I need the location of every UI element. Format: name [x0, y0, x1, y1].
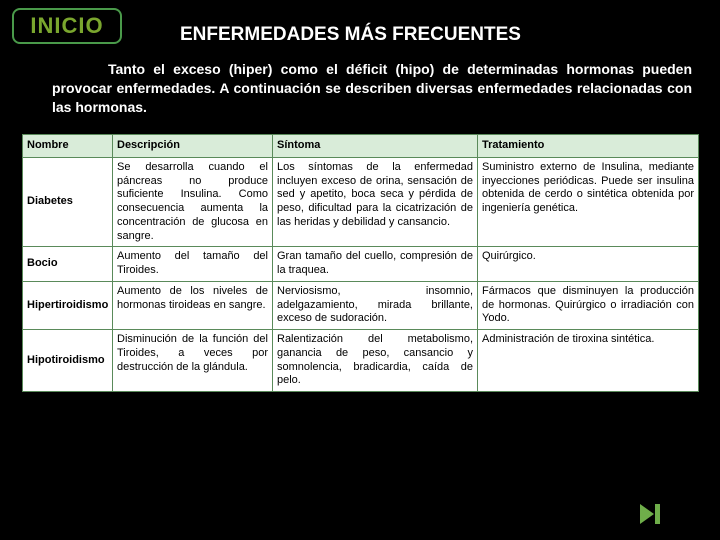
table-row: Hipotiroidismo Disminución de la función… [23, 330, 699, 392]
cell-sintoma: Ralentización del metabolismo, ganancia … [273, 330, 478, 392]
intro-text: Tanto el exceso (hiper) como el déficit … [52, 60, 692, 117]
cell-descripcion: Aumento del tamaño del Tiroides. [113, 247, 273, 282]
col-tratamiento: Tratamiento [478, 135, 699, 158]
page-title: ENFERMEDADES MÁS FRECUENTES [180, 24, 521, 46]
col-nombre: Nombre [23, 135, 113, 158]
col-sintoma: Síntoma [273, 135, 478, 158]
cell-tratamiento: Quirúrgico. [478, 247, 699, 282]
cell-nombre: Hipotiroidismo [23, 330, 113, 392]
cell-descripcion: Se desarrolla cuando el páncreas no prod… [113, 157, 273, 247]
cell-descripcion: Disminución de la función del Tiroides, … [113, 330, 273, 392]
diseases-table-container: Nombre Descripción Síntoma Tratamiento D… [22, 134, 698, 392]
forward-end-icon [640, 502, 670, 526]
table-header-row: Nombre Descripción Síntoma Tratamiento [23, 135, 699, 158]
table-row: Hipertiroidismo Aumento de los niveles d… [23, 281, 699, 329]
cell-nombre: Diabetes [23, 157, 113, 247]
cell-descripcion: Aumento de los niveles de hormonas tiroi… [113, 281, 273, 329]
next-button[interactable] [640, 502, 670, 526]
cell-sintoma: Nerviosismo, insomnio, adelgazamiento, m… [273, 281, 478, 329]
col-descripcion: Descripción [113, 135, 273, 158]
table-row: Diabetes Se desarrolla cuando el páncrea… [23, 157, 699, 247]
cell-tratamiento: Fármacos que disminuyen la producción de… [478, 281, 699, 329]
inicio-button[interactable]: INICIO [12, 8, 122, 44]
cell-tratamiento: Suministro externo de Insulina, mediante… [478, 157, 699, 247]
cell-tratamiento: Administración de tiroxina sintética. [478, 330, 699, 392]
diseases-table: Nombre Descripción Síntoma Tratamiento D… [22, 134, 699, 392]
cell-sintoma: Gran tamaño del cuello, compresión de la… [273, 247, 478, 282]
cell-sintoma: Los síntomas de la enfermedad incluyen e… [273, 157, 478, 247]
cell-nombre: Hipertiroidismo [23, 281, 113, 329]
cell-nombre: Bocio [23, 247, 113, 282]
table-row: Bocio Aumento del tamaño del Tiroides. G… [23, 247, 699, 282]
inicio-label: INICIO [30, 13, 103, 39]
